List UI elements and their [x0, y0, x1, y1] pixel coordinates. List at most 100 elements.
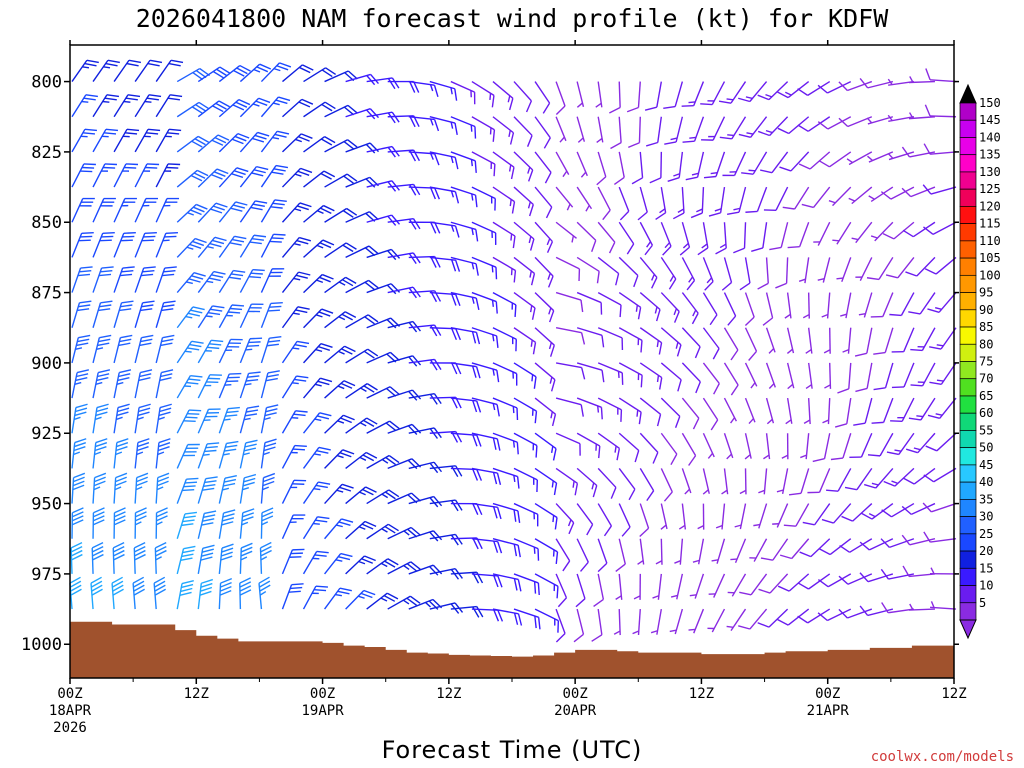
barb-shaft [848, 362, 852, 389]
barb-feather [817, 579, 829, 588]
barb-feather [314, 554, 327, 557]
barb-shaft [750, 573, 768, 596]
barb-feather [849, 456, 862, 458]
barb-half-feather [678, 524, 686, 530]
wind-barb [155, 197, 180, 223]
barb-half-feather [94, 451, 102, 456]
barb-shaft [866, 362, 873, 389]
barb-feather [74, 438, 87, 444]
barb-feather [204, 449, 217, 453]
barb-feather [93, 511, 105, 518]
y-tick-label: 925 [31, 424, 62, 444]
wind-barb [838, 80, 873, 92]
barb-half-feather [559, 136, 565, 143]
barb-shaft [930, 538, 957, 543]
wind-barb [688, 608, 705, 634]
barb-shaft [788, 573, 810, 592]
barb-shaft [555, 432, 581, 445]
barb-feather [235, 101, 248, 108]
wind-barb [218, 577, 233, 610]
barb-feather [259, 584, 271, 592]
barb-shaft [744, 433, 752, 459]
barb-feather [297, 306, 310, 310]
barb-feather [120, 334, 133, 339]
barb-shaft [197, 271, 215, 293]
barb-feather [783, 524, 796, 527]
barb-feather [211, 173, 223, 180]
barb-feather [821, 518, 834, 524]
barb-feather [579, 561, 589, 572]
barb-shaft [112, 547, 115, 574]
barb-half-feather [887, 153, 894, 159]
barb-shaft [534, 397, 556, 415]
colorbar-swatch [959, 188, 977, 207]
wind-barb [92, 94, 120, 118]
barb-half-feather [359, 491, 366, 496]
barb-shaft [303, 274, 323, 294]
barb-feather [162, 273, 175, 277]
barb-feather [222, 513, 235, 518]
barb-shaft [71, 163, 85, 188]
barb-shaft [657, 116, 663, 143]
ground-surface [70, 621, 954, 678]
wind-barb [450, 80, 476, 105]
barb-feather [867, 454, 881, 457]
barb-feather [472, 469, 479, 481]
wind-barb [885, 256, 915, 279]
barb-feather [213, 270, 226, 275]
barb-half-feather [733, 207, 741, 211]
wind-barb [660, 397, 681, 428]
barb-feather [343, 106, 355, 116]
wind-barb [702, 362, 720, 395]
wind-barb [783, 503, 810, 527]
wind-barb [513, 397, 538, 424]
barb-feather [323, 170, 336, 178]
wind-barb [908, 603, 935, 611]
barb-half-feather [164, 170, 172, 172]
barb-shaft [345, 314, 369, 329]
barb-shaft [345, 417, 368, 434]
wind-barb [576, 256, 600, 284]
barb-feather [801, 203, 814, 209]
barb-feather [451, 328, 458, 341]
barb-half-feather [223, 452, 230, 456]
barb-feather [233, 170, 246, 176]
wind-barb [345, 486, 377, 505]
wind-barb [576, 467, 598, 498]
barb-half-feather [508, 164, 512, 172]
barb-shaft [134, 163, 148, 188]
barb-shaft [618, 432, 640, 451]
barb-feather [230, 207, 243, 212]
barb-shaft [534, 538, 558, 553]
barb-half-feather [917, 345, 925, 348]
barb-half-feather [673, 173, 680, 177]
barb-shaft [281, 202, 301, 223]
barb-feather [75, 407, 88, 413]
barb-feather [429, 497, 439, 508]
barb-shaft [324, 414, 344, 434]
barb-shaft [660, 468, 673, 493]
barb-feather [718, 100, 732, 104]
barb-feather [838, 575, 849, 585]
barb-feather [318, 446, 331, 451]
wind-barb [880, 568, 915, 580]
barb-feather [206, 381, 219, 384]
barb-half-feather [562, 170, 568, 178]
colorbar-tick-label: 50 [979, 441, 993, 455]
wind-barb [345, 589, 376, 610]
barb-feather [923, 531, 931, 543]
barb-feather [316, 550, 329, 554]
barb-feather [429, 393, 438, 405]
barb-half-feather [295, 138, 302, 143]
barb-feather [195, 70, 207, 79]
barb-feather [751, 247, 764, 253]
wind-barb [839, 538, 873, 553]
barb-shaft [450, 116, 476, 128]
wind-barb [797, 116, 831, 132]
wind-barb [492, 327, 517, 352]
wind-barb [387, 80, 420, 93]
barb-shaft [597, 256, 620, 275]
wind-barb [597, 503, 613, 537]
barb-shaft [450, 186, 476, 196]
barb-shaft [935, 256, 957, 275]
